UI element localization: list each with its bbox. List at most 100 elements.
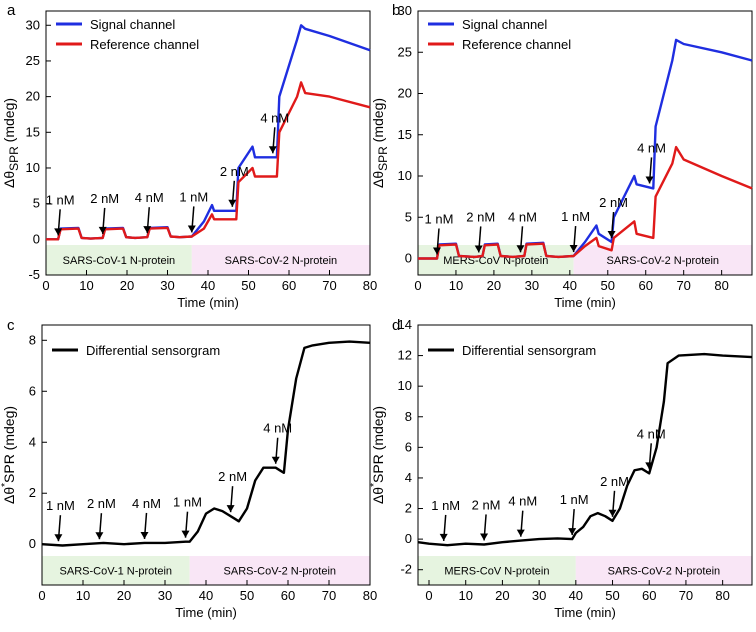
band-label-1: SARS-CoV-2 N-protein — [607, 255, 720, 267]
band-0 — [418, 245, 574, 275]
y-tick-label: 10 — [398, 378, 412, 393]
y-tick-label: 4 — [405, 470, 412, 485]
annotation-label-1: 2 nM — [472, 497, 501, 512]
series-line-0 — [41, 340, 371, 547]
y-tick-label: 10 — [26, 160, 40, 175]
y-tick-label: -5 — [28, 267, 40, 282]
annotation-arrowhead-3 — [569, 245, 578, 253]
annotation-label-1: 2 nM — [87, 496, 116, 511]
annotation-arrowhead-1 — [98, 226, 107, 234]
band-label-1: SARS-CoV-2 N-protein — [224, 566, 337, 578]
y-tick-label: 8 — [405, 409, 412, 424]
annotation-arrowhead-5 — [645, 176, 654, 184]
y-tick-label: 2 — [405, 501, 412, 516]
x-tick-label: 20 — [120, 278, 134, 293]
y-tick-label: 14 — [398, 317, 412, 332]
x-axis-label: Time (min) — [554, 295, 616, 310]
band-label-0: MERS-CoV N-protein — [444, 566, 549, 578]
x-tick-label: 0 — [414, 278, 421, 293]
x-axis-label: Time (min) — [175, 605, 237, 620]
panel-c: SARS-CoV-1 N-protein SARS-CoV-2 N-protein… — [0, 317, 377, 620]
x-tick-label: 40 — [563, 278, 577, 293]
annotation-label-3: 1 nM — [561, 209, 590, 224]
y-tick-label: -2 — [400, 562, 412, 577]
x-tick-label: 50 — [240, 588, 254, 603]
annotation-arrowhead-5 — [645, 462, 654, 470]
annotation-label-5: 4 nM — [637, 140, 666, 155]
x-tick-label: 20 — [117, 588, 131, 603]
panel-d: MERS-CoV N-protein SARS-CoV-2 N-protein 0 1… — [369, 317, 753, 620]
annotation-arrowhead-1 — [474, 245, 483, 253]
y-tick-label: 0 — [33, 231, 40, 246]
x-tick-label: 40 — [201, 278, 215, 293]
x-tick-label: 70 — [676, 278, 690, 293]
y-tick-label: 6 — [405, 439, 412, 454]
legend-label-0: Signal channel — [462, 17, 547, 32]
x-tick-label: 10 — [458, 588, 472, 603]
x-tick-label: 60 — [281, 588, 295, 603]
x-tick-label: 30 — [158, 588, 172, 603]
annotation-arrowhead-0 — [54, 228, 63, 236]
annotation-label-0: 1 nM — [431, 498, 460, 513]
y-tick-label: 15 — [26, 124, 40, 139]
annotation-label-3: 1 nM — [179, 189, 208, 204]
x-tick-label: 40 — [199, 588, 213, 603]
annotation-arrowhead-2 — [140, 531, 149, 539]
axes-frame — [417, 324, 753, 586]
annotation-arrowhead-4 — [608, 509, 617, 517]
x-tick-label: 50 — [241, 278, 255, 293]
x-axis-label: Time (min) — [177, 295, 239, 310]
x-tick-label: 0 — [42, 278, 49, 293]
x-tick-label: 60 — [638, 278, 652, 293]
annotation-arrowhead-2 — [516, 245, 525, 253]
x-tick-label: 30 — [160, 278, 174, 293]
x-tick-label: 30 — [525, 278, 539, 293]
x-tick-label: 60 — [642, 588, 656, 603]
x-tick-label: 10 — [449, 278, 463, 293]
y-tick-label: 30 — [398, 3, 412, 18]
x-tick-label: 80 — [714, 278, 728, 293]
panel-a: SARS-CoV-1 N-protein SARS-CoV-2 N-protein… — [1, 2, 377, 310]
panel-label: b — [392, 2, 400, 19]
x-tick-label: 50 — [601, 278, 615, 293]
annotation-label-3: 1 nM — [173, 495, 202, 510]
x-tick-label: 20 — [487, 278, 501, 293]
annotation-arrowhead-2 — [516, 529, 525, 537]
band-label-1: SARS-CoV-2 N-protein — [608, 566, 721, 578]
x-tick-label: 20 — [495, 588, 509, 603]
x-tick-label: 0 — [38, 588, 45, 603]
annotation-label-2: 4 nM — [135, 190, 164, 205]
annotation-label-4: 2 nM — [599, 195, 628, 210]
annotation-arrowhead-0 — [54, 534, 63, 542]
annotation-arrowhead-0 — [432, 247, 441, 255]
annotation-arrowhead-4 — [228, 199, 237, 207]
annotation-arrowhead-4 — [607, 231, 616, 238]
annotation-label-5: 4 nM — [260, 110, 289, 125]
x-tick-label: 60 — [282, 278, 296, 293]
y-tick-label: 10 — [398, 168, 412, 183]
y-axis-label: Δθ*SPR (mdeg) — [0, 406, 17, 504]
annotation-arrowhead-5 — [268, 146, 277, 154]
annotation-arrowhead-3 — [568, 528, 577, 536]
annotation-label-0: 1 nM — [46, 498, 75, 513]
panel-label: a — [7, 2, 16, 19]
x-tick-label: 80 — [363, 588, 377, 603]
annotation-label-0: 1 nM — [46, 192, 75, 207]
y-tick-label: 8 — [29, 332, 36, 347]
x-tick-label: 70 — [679, 588, 693, 603]
band-label-1: SARS-CoV-2 N-protein — [225, 255, 338, 267]
annotation-label-4: 2 nM — [600, 474, 629, 489]
x-tick-label: 80 — [715, 588, 729, 603]
legend-label-0: Signal channel — [90, 17, 175, 32]
band-label-0: SARS-CoV-1 N-protein — [63, 255, 176, 267]
series-line-0 — [417, 352, 753, 547]
annotation-label-2: 4 nM — [132, 496, 161, 511]
panel-label: d — [392, 317, 400, 334]
series-line-1 — [46, 81, 371, 241]
legend-label-0: Differential sensorgram — [86, 343, 220, 358]
series-line-0 — [46, 24, 371, 241]
y-tick-label: 20 — [398, 86, 412, 101]
annotation-label-5: 4 nM — [637, 426, 666, 441]
annotation-label-1: 2 nM — [90, 191, 119, 206]
